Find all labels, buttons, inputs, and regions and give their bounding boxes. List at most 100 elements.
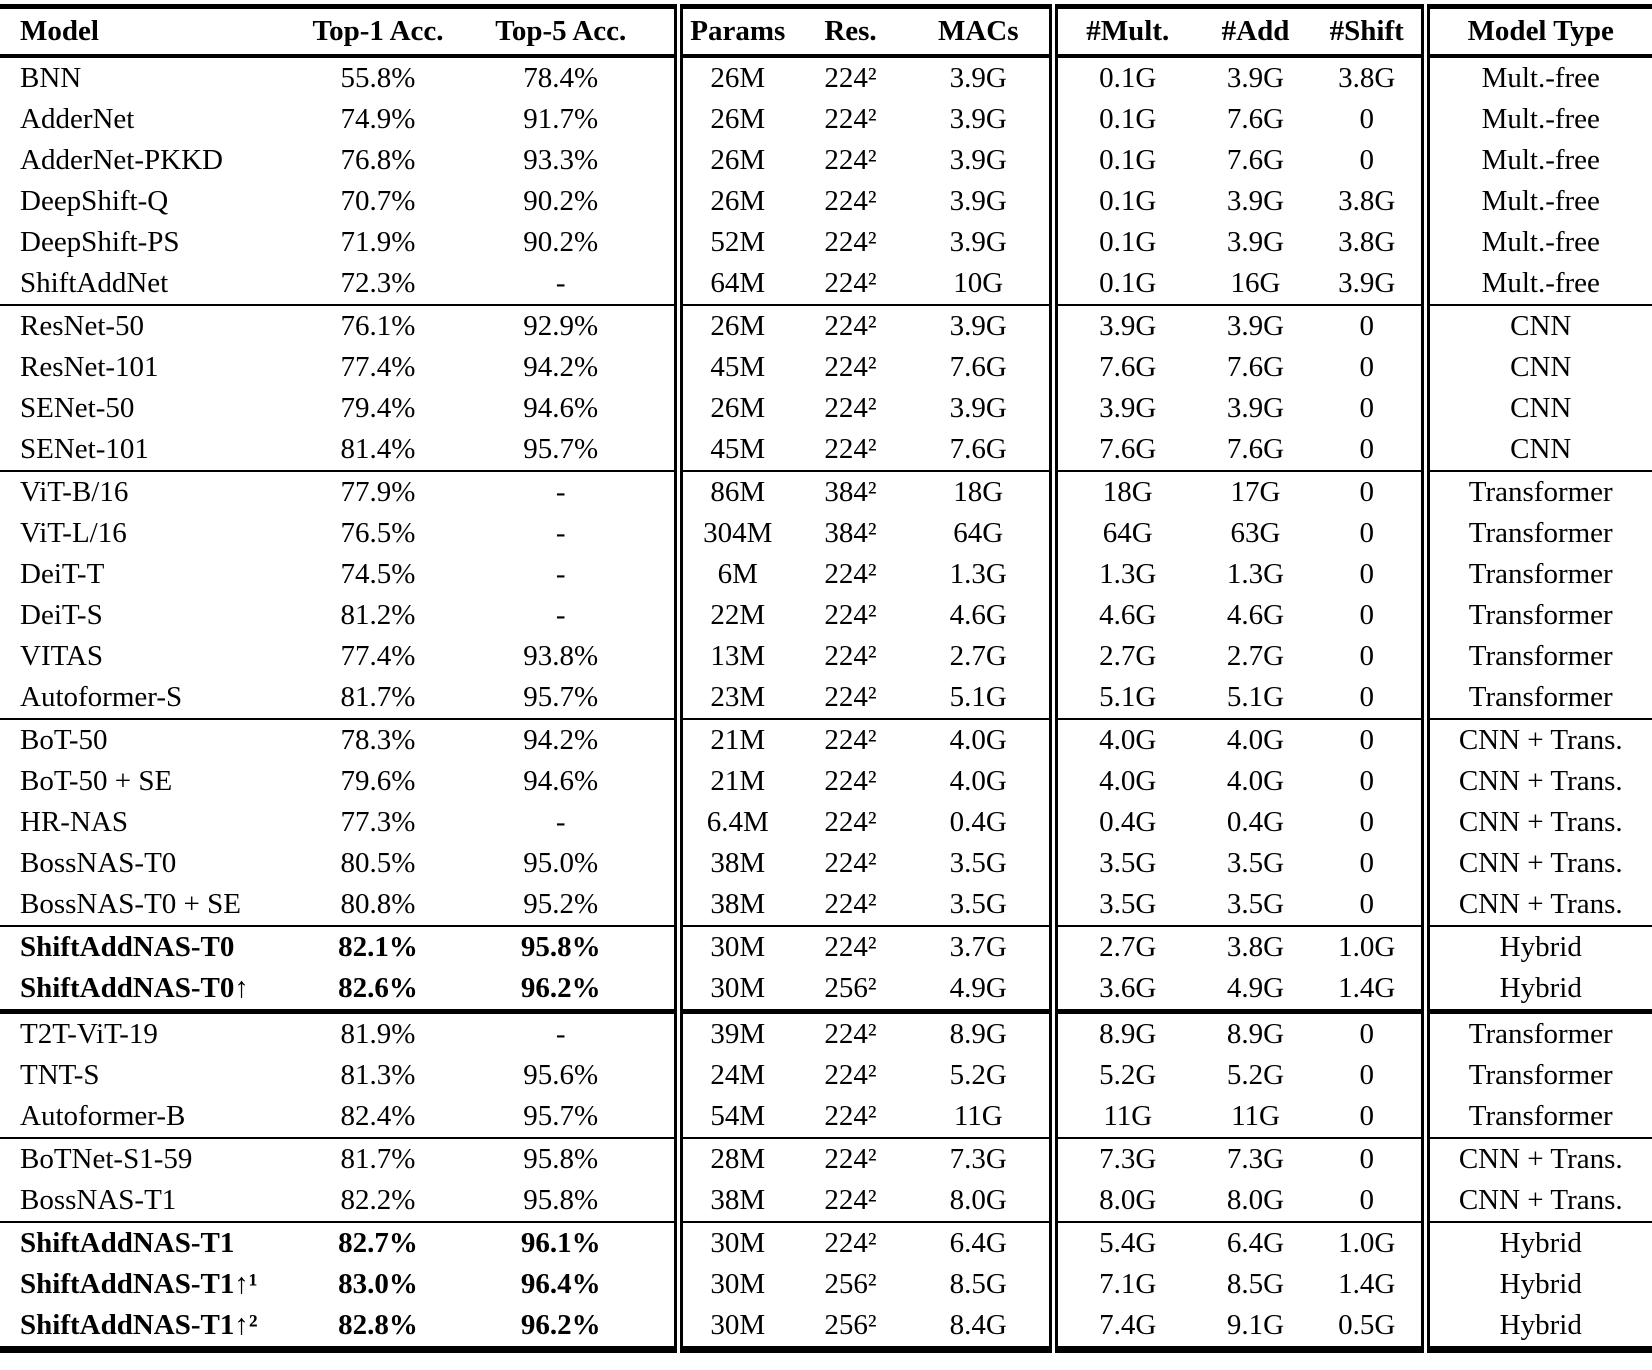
table-cell: 52M [673,222,793,263]
table-cell: BossNAS-T1 [20,1184,177,1216]
table-cell: 7.1G [1048,1264,1198,1305]
table-cell: 0.1G [1048,140,1198,181]
table-cell: 4.6G [1048,595,1198,636]
table-cell: 3.5G [949,847,1007,879]
table-cell: 7.3G [1048,1137,1198,1180]
table-cell: Mult.-free [1420,222,1652,263]
table-cell: 38M [673,1180,793,1222]
table-cell: 7.4G [1048,1305,1198,1350]
table-cell: 224² [824,144,877,176]
table-cell: 80.5% [340,847,416,879]
table-cell: 95.2% [523,888,599,920]
table-cell: 224² [824,806,877,838]
table-cell: 384² [793,470,908,513]
table-cell: 95.7% [523,681,599,713]
table-cell: CNN + Trans. [1420,843,1652,884]
table-body: BNN 55.8% 78.4% 26M 224² 3.9G 0.1G 3.9G 3.8G Mult… [0,56,1652,1350]
table-cell: 8.0G [1048,1180,1198,1222]
table-cell: 3.9G [1226,185,1285,217]
table-cell: 83.0% [338,1268,418,1300]
table-row: BoT-50 + SE 79.6% 94.6% 21M 224² 4.0G 4.0G 4.0G… [0,761,1652,802]
table-cell: 224² [824,103,877,135]
table-cell: 3.8G [1338,226,1396,258]
table-row: BossNAS-T1 82.2% 95.8% 38M 224² 8.0G 8.0G 8.0G 0… [0,1180,1652,1222]
table-cell: 70.7% [340,185,416,217]
table-cell: 2.7G [1048,925,1198,968]
table-cell: ShiftAddNet [20,267,169,299]
table-cell: 0.1G [1048,263,1198,305]
table-cell: - [555,806,566,838]
table-cell: 77.3% [340,806,416,838]
table-cell: 96.2% [520,972,601,1004]
table-cell: 10G [953,267,1004,299]
table-cell: 18G [908,470,1053,513]
table-cell: 224² [793,925,908,968]
table-cell: Hybrid [1420,1305,1652,1350]
table-cell: Hybrid [1420,925,1652,968]
table-cell: Transformer [1420,595,1652,636]
table-cell: 7.6G [949,351,1007,383]
table-cell: 0.4G [949,806,1007,838]
table-cell: CNN + Trans. [1420,761,1652,802]
table-header: Model Top-1 Acc. Top-5 Acc. Params Res. MACs #… [0,6,1652,58]
table-cell: 3.9G [949,226,1007,258]
table-cell: 224² [824,558,877,590]
table-cell: 30M [673,1305,793,1350]
table-cell: 82.8% [338,1309,418,1341]
table-cell: Transformer [1420,1096,1652,1138]
table-cell: 24M [673,1055,793,1096]
table-cell: Transformer [1420,554,1652,595]
table-cell: Transformer [1420,513,1652,554]
table-cell: DeiT-S [20,599,103,631]
table-cell: DeepShift-PS [20,226,180,258]
table-row: Autoformer-S 81.7% 95.7% 23M 224² 5.1G 5.1G 5.1… [0,677,1652,719]
table-cell: 5.1G [949,681,1007,713]
table-cell: 1.3G [949,558,1007,590]
table-cell: 224² [824,847,877,879]
table-cell: 8.5G [949,1268,1007,1300]
table-cell: 30M [673,925,793,968]
table-cell: 74.9% [340,103,416,135]
table-cell: 8.5G [1226,1268,1285,1300]
table-cell: 3.9G [949,392,1007,424]
table-cell: 224² [824,1100,877,1132]
table-cell: 224² [793,1137,908,1180]
table-cell: 26M [673,388,793,429]
table-cell: 78.4% [523,62,599,94]
table-cell: 95.7% [523,433,599,465]
table-cell: 0.1G [1048,222,1198,263]
table-cell: BoT-50 + SE [20,765,173,797]
table-cell: 3.7G [908,925,1053,968]
table-cell: 8.9G [1198,1009,1313,1055]
table-row: BossNAS-T0 80.5% 95.0% 38M 224² 3.5G 3.5G 3.5G 0… [0,843,1652,884]
table-cell: - [555,517,566,549]
table-cell: 11G [953,1100,1003,1132]
table-cell: 21M [673,718,793,761]
column-header: Model Type [1420,6,1652,58]
table-cell: ViT-L/16 [20,517,127,549]
table-cell: 0 [1313,470,1425,513]
column-header: #Add [1198,6,1313,58]
table-cell: 95.8% [448,1137,678,1180]
table-row: SENet-50 79.4% 94.6% 26M 224² 3.9G 3.9G 3.9G 0 CN… [0,388,1652,429]
table-cell: 4.0G [908,718,1053,761]
table-cell: VITAS [20,640,104,672]
table-cell: 81.7% [340,681,416,713]
table-row: ShiftAddNAS-T0↑ 82.6% 96.2% 30M 256² 4.9G 3.6G… [0,968,1652,1012]
table-cell: Hybrid [1420,1221,1652,1264]
table-cell: Mult.-free [1420,263,1652,305]
table-cell: AdderNet-PKKD [20,144,223,176]
table-cell: ShiftAddNAS-T0↑ [20,972,249,1004]
table-cell: 1.4G [1338,1268,1396,1300]
table-cell: 7.3G [908,1137,1053,1180]
table-cell: 96.4% [520,1268,601,1300]
table-cell: Mult.-free [1420,140,1652,181]
table-cell: 224² [824,226,877,258]
table-cell: 3.9G [1226,392,1285,424]
table-cell: 21M [673,761,793,802]
table-cell: 0 [1359,681,1375,713]
table-cell: SENet-101 [20,433,149,465]
table-cell: 384² [824,517,877,549]
table-cell: Hybrid [1420,968,1652,1012]
table-cell: 3.8G [1198,925,1313,968]
